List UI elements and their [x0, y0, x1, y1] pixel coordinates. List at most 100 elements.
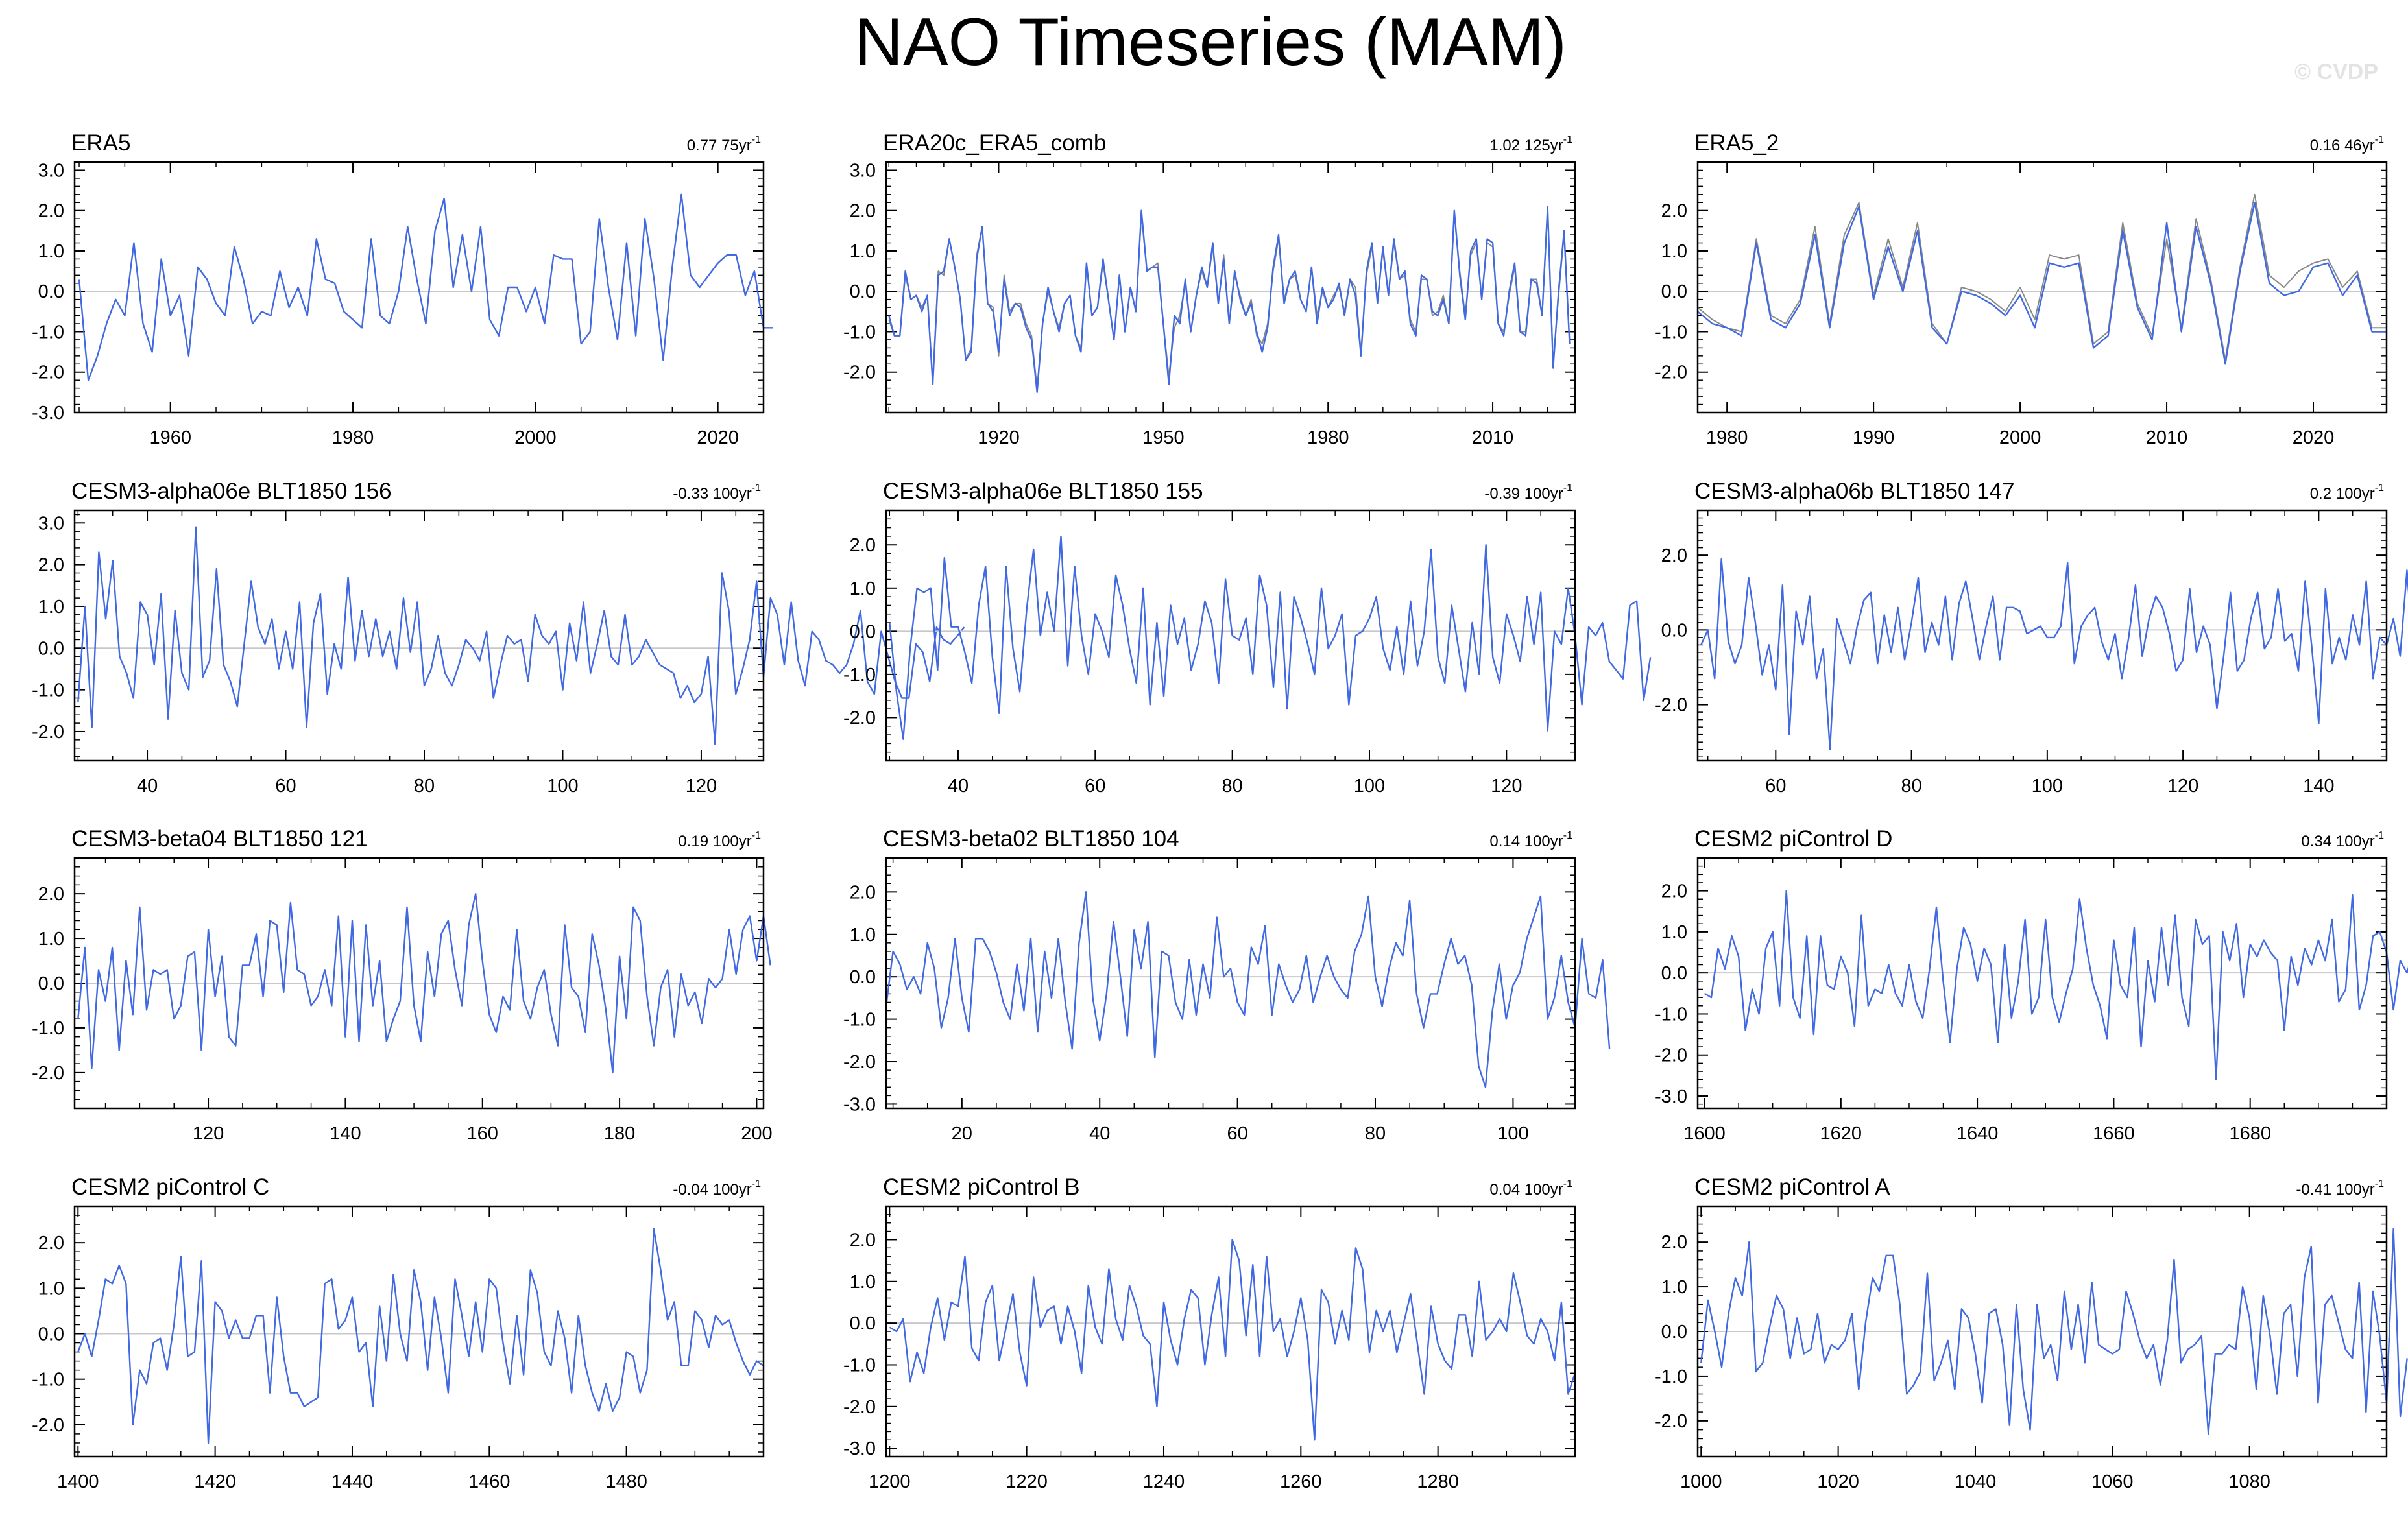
- y-tick-label: 0.0: [850, 967, 876, 988]
- nao-series-line: [78, 193, 773, 381]
- reference-series-line: [1697, 193, 2387, 361]
- x-tick-label: 100: [1354, 776, 1385, 796]
- trend-label: -0.04 100yr-1: [673, 1178, 761, 1198]
- panel-6: CESM3-alpha06b BLT1850 147 0.2 100yr-1 -2.…: [1655, 479, 2408, 796]
- x-tick-label: 1990: [1853, 427, 1895, 448]
- panel-7: CESM3-beta04 BLT1850 121 0.19 100yr-1 -2.0…: [32, 826, 773, 1144]
- y-tick-label: 1.0: [1661, 1277, 1687, 1298]
- trend-value: 0.19 100yr: [678, 833, 751, 850]
- trend-label: -0.33 100yr-1: [673, 483, 761, 503]
- panel-title: CESM2 piControl D: [1694, 826, 1892, 852]
- y-tick-label: 2.0: [850, 201, 876, 222]
- panel-4: CESM3-alpha06e BLT1850 156 -0.33 100yr-1-…: [32, 479, 965, 796]
- x-tick-label: 80: [1901, 776, 1921, 796]
- x-tick-label: 1980: [1706, 427, 1748, 448]
- x-tick-label: 80: [1365, 1123, 1386, 1144]
- y-tick-label: 0.0: [38, 973, 64, 994]
- y-tick-label: -1.0: [843, 1355, 876, 1376]
- plot-frame: [1696, 161, 2388, 414]
- nao-series-line: [1697, 202, 2387, 365]
- y-tick-label: -1.0: [843, 322, 876, 342]
- y-tick-label: 0.0: [850, 621, 876, 642]
- panel-3: ERA5_2 0.16 46yr-1 -2.0 -1.0 0.0 1.0 2.0 1980 19…: [1655, 130, 2388, 448]
- trend-value: 0.16 46yr: [2310, 137, 2375, 154]
- x-tick-label: 80: [1222, 776, 1243, 796]
- trend-exponent: -1: [1563, 830, 1572, 841]
- plot-frame: [73, 509, 765, 762]
- panel-title: CESM2 piControl C: [71, 1174, 269, 1200]
- nao-series-line: [77, 1228, 764, 1444]
- plot-frame: [1696, 1205, 2388, 1458]
- x-tick-label: 40: [948, 776, 969, 796]
- x-tick-label: 1600: [1683, 1123, 1726, 1144]
- trend-value: -0.04 100yr: [673, 1181, 751, 1198]
- plot-frame: [885, 857, 1576, 1110]
- y-tick-label: -2.0: [32, 363, 64, 383]
- y-tick-label: 1.0: [1661, 241, 1687, 262]
- x-tick-label: 1640: [1956, 1123, 1999, 1144]
- y-tick-label: 1.0: [38, 597, 64, 617]
- x-tick-label: 60: [1227, 1123, 1247, 1144]
- y-tick-label: -1.0: [1655, 1004, 1687, 1025]
- x-tick-label: 1920: [978, 427, 1020, 448]
- cvdp-watermark: © CVDP: [2294, 60, 2378, 84]
- plot-frame: [1696, 509, 2388, 762]
- trend-value: -0.41 100yr: [2296, 1181, 2374, 1198]
- panels-grid: ERA5 0.77 75yr -1 -3.0 -2.0 -1.0 0.0 1.0 2.0 3.0 1…: [32, 130, 2408, 1492]
- panel-1: ERA5 0.77 75yr-1 -3.0 -2.0 -1.0 0.0 1.0 2.0 3.0 1…: [32, 130, 773, 448]
- x-tick-label: 1000: [1680, 1472, 1722, 1492]
- y-tick-label: 0.0: [1661, 963, 1687, 984]
- x-tick-label: 1620: [1820, 1123, 1862, 1144]
- x-tick-label: 2000: [514, 427, 557, 448]
- trend-label: 0.34 100yr-1: [2301, 830, 2384, 850]
- plot-frame: [73, 1205, 765, 1458]
- y-tick-label: -3.0: [1655, 1086, 1687, 1107]
- y-tick-label: -1.0: [32, 1018, 64, 1039]
- panel-8: CESM3-beta02 BLT1850 104 0.14 100yr-1 -3.0…: [843, 826, 1611, 1144]
- x-tick-label: 100: [2032, 776, 2063, 796]
- y-tick-label: -1.0: [843, 1010, 876, 1031]
- x-tick-label: 200: [741, 1123, 772, 1144]
- x-tick-label: 1680: [2229, 1123, 2271, 1144]
- x-tick-label: 1060: [2091, 1472, 2134, 1492]
- trend-label: 0.04 100yr-1: [1489, 1178, 1572, 1198]
- x-tick-label: 40: [1089, 1123, 1110, 1144]
- trend-exponent: -1: [752, 483, 761, 494]
- y-tick-label: 3.0: [850, 160, 876, 181]
- trend-value: 0.2 100yr: [2310, 485, 2375, 503]
- y-tick-label: -1.0: [32, 680, 64, 701]
- x-tick-label: 1480: [605, 1472, 647, 1492]
- x-tick-label: 2020: [2293, 427, 2335, 448]
- y-tick-label: 2.0: [850, 1230, 876, 1250]
- x-tick-label: 1020: [1817, 1472, 1859, 1492]
- x-tick-label: 1980: [332, 427, 374, 448]
- y-tick-label: -2.0: [1655, 363, 1687, 383]
- panel-title: ERA5: [71, 130, 130, 156]
- y-tick-label: 1.0: [850, 1272, 876, 1293]
- x-tick-label: 1950: [1142, 427, 1185, 448]
- y-tick-label: 1.0: [850, 925, 876, 946]
- x-tick-label: 1220: [1005, 1472, 1048, 1492]
- y-tick-label: -1.0: [1655, 1366, 1687, 1387]
- trend-exponent: -1: [1563, 483, 1572, 494]
- y-tick-label: 0.0: [1661, 281, 1687, 302]
- trend-value: 0.77 75yr: [687, 137, 752, 154]
- y-tick-label: -2.0: [1655, 695, 1687, 716]
- y-tick-label: 0.0: [850, 281, 876, 302]
- nao-series-line: [888, 206, 1571, 394]
- y-tick-label: 2.0: [850, 535, 876, 556]
- y-tick-label: -2.0: [1655, 1411, 1687, 1432]
- x-tick-label: 2020: [697, 427, 739, 448]
- y-tick-label: 2.0: [1661, 1232, 1687, 1253]
- y-tick-label: 0.0: [1661, 1322, 1687, 1342]
- plot-frame: [73, 161, 765, 414]
- x-tick-label: 80: [414, 776, 435, 796]
- trend-value: -0.39 100yr: [1484, 485, 1563, 503]
- y-tick-label: 0.0: [38, 638, 64, 659]
- x-tick-label: 40: [137, 776, 158, 796]
- y-tick-label: -2.0: [843, 1397, 876, 1418]
- y-tick-label: -2.0: [843, 708, 876, 728]
- x-tick-label: 1960: [149, 427, 191, 448]
- y-tick-label: -2.0: [843, 363, 876, 383]
